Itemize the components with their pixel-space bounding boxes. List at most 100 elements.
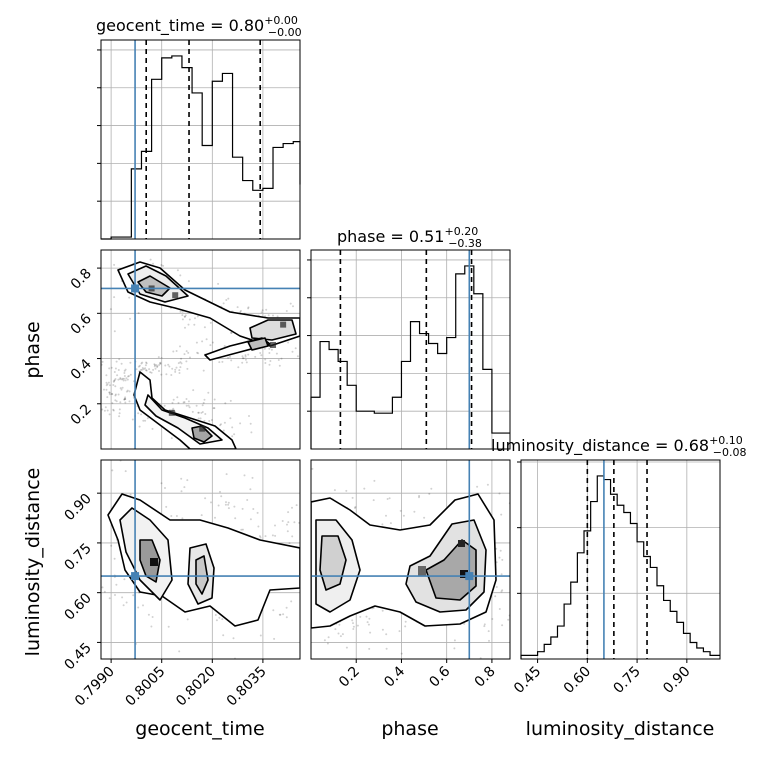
sample-point [181, 314, 184, 317]
sample-point [152, 368, 155, 371]
density-core [460, 570, 468, 578]
sample-point [495, 586, 498, 588]
sample-point [287, 341, 290, 344]
sample-point [158, 370, 160, 372]
sample-point [122, 604, 125, 607]
contour-panel-geocent-time-luminosity-distance [51, 460, 309, 669]
sample-point [138, 364, 141, 367]
sample-point [557, 605, 559, 607]
sample-point [402, 514, 405, 517]
sample-point [241, 357, 244, 360]
sample-point [200, 514, 203, 517]
sample-point [302, 592, 304, 594]
sample-point [121, 377, 124, 380]
sample-point [168, 365, 171, 368]
sample-point [456, 671, 458, 673]
sample-point [274, 534, 277, 537]
title-phase-sup: +0.20 [444, 225, 478, 238]
sample-point [229, 355, 231, 358]
sample-point [222, 302, 225, 305]
sample-point [295, 516, 297, 518]
sample-point [185, 404, 188, 407]
sample-point [134, 667, 136, 669]
sample-point [291, 535, 294, 538]
y-tick-label: 0.8 [68, 266, 95, 293]
panel-frame [100, 459, 301, 660]
sample-point [183, 486, 186, 489]
sample-point [225, 501, 227, 504]
sample-point [160, 373, 163, 376]
sample-point [230, 359, 233, 362]
sample-point [205, 338, 208, 341]
sample-point [150, 625, 153, 628]
sample-point [269, 360, 272, 362]
sample-point [178, 650, 181, 653]
sample-point [172, 407, 175, 410]
sample-point [113, 557, 116, 560]
contour-inner [247, 337, 269, 351]
sample-point [499, 549, 502, 552]
sample-point [483, 623, 486, 626]
sample-point [179, 366, 182, 369]
sample-point [487, 630, 490, 633]
sample-point [418, 496, 420, 499]
sample-point [121, 596, 124, 599]
sample-point [273, 637, 276, 640]
sample-point [123, 377, 125, 380]
sample-point [203, 398, 206, 401]
sample-point [111, 402, 114, 405]
sample-point [120, 378, 123, 381]
sample-point [288, 542, 291, 545]
sample-point [108, 413, 111, 416]
sample-point [286, 622, 288, 624]
sample-point [119, 378, 122, 381]
sample-point [385, 514, 387, 517]
sample-point [187, 400, 190, 403]
sample-point [128, 375, 130, 377]
sample-point [124, 401, 127, 404]
sample-point [144, 419, 147, 422]
sample-point [186, 618, 189, 621]
sample-point [298, 651, 300, 653]
sample-point [368, 617, 371, 620]
sample-point [51, 605, 53, 607]
sample-point [179, 310, 182, 313]
sample-point [108, 367, 111, 370]
sample-point [123, 398, 126, 401]
sample-point [307, 510, 309, 512]
sample-point [281, 520, 284, 522]
sample-point [114, 378, 117, 380]
sample-point [359, 615, 362, 618]
sample-point [219, 424, 222, 427]
sample-point [110, 392, 113, 395]
sample-point [164, 364, 167, 367]
sample-point [172, 398, 175, 401]
sample-point [116, 374, 119, 377]
sample-point [144, 364, 147, 367]
sample-point [530, 542, 532, 544]
panel-frame [100, 249, 301, 450]
sample-point [233, 505, 236, 508]
sample-point [278, 364, 281, 367]
sample-point [114, 394, 117, 397]
sample-point [260, 354, 263, 357]
sample-point [197, 352, 200, 355]
sample-point [171, 367, 174, 370]
sample-point [271, 534, 274, 537]
sample-point [187, 280, 190, 283]
sample-point [123, 372, 126, 374]
sample-point [538, 533, 540, 535]
sample-point [125, 601, 128, 604]
sample-point [244, 355, 247, 358]
sample-point [186, 367, 189, 370]
sample-point [571, 585, 573, 587]
sample-point [160, 482, 163, 485]
sample-point [296, 355, 299, 358]
sample-point [154, 367, 157, 370]
sample-point [247, 307, 250, 310]
sample-point [115, 583, 118, 586]
sample-point [162, 264, 165, 267]
sample-point [292, 305, 294, 308]
sample-point [120, 362, 123, 365]
sample-point [456, 446, 458, 448]
